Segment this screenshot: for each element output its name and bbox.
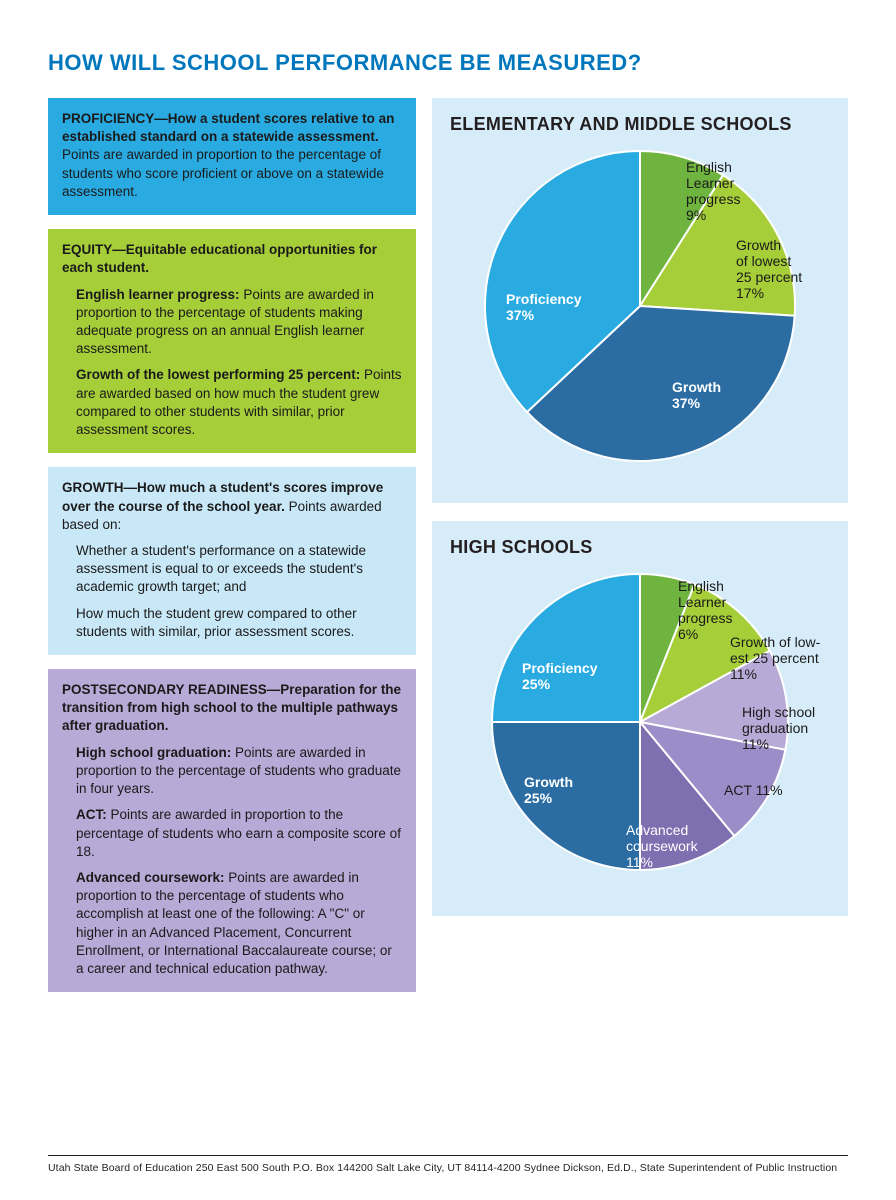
chart-title-hs: HIGH SCHOOLS bbox=[450, 537, 830, 558]
readiness-sub-2: Advanced coursework: Points are awarded … bbox=[76, 869, 402, 978]
box-equity: EQUITY—Equitable educational opportuniti… bbox=[48, 229, 416, 453]
equity-sub-1-title: Growth of the lowest performing 25 perce… bbox=[76, 367, 360, 382]
slice-label: Growth25% bbox=[524, 774, 614, 806]
slice-label: EnglishLearnerprogress6% bbox=[678, 578, 758, 642]
slice-label: EnglishLearnerprogress9% bbox=[686, 159, 766, 223]
readiness-sub-0: High school graduation: Points are award… bbox=[76, 744, 402, 799]
slice-label: Advancedcoursework11% bbox=[626, 822, 736, 870]
page-title: HOW WILL SCHOOL PERFORMANCE BE MEASURED? bbox=[48, 50, 848, 76]
growth-sub-0-text: Whether a student's performance on a sta… bbox=[76, 543, 366, 594]
left-column: PROFICIENCY—How a student scores relativ… bbox=[48, 98, 416, 992]
box-readiness: POSTSECONDARY READINESS—Preparation for … bbox=[48, 669, 416, 992]
readiness-sub-2-text: Points are awarded in proportion to the … bbox=[76, 870, 392, 976]
box-growth: GROWTH—How much a student's scores impro… bbox=[48, 467, 416, 655]
equity-sub-0-title: English learner progress: bbox=[76, 287, 240, 302]
footer: Utah State Board of Education 250 East 5… bbox=[48, 1155, 848, 1174]
chart-panel-hs: HIGH SCHOOLS EnglishLearnerprogress6%Gro… bbox=[432, 521, 848, 916]
equity-sub-1: Growth of the lowest performing 25 perce… bbox=[76, 366, 402, 439]
pie-wrap-hs: EnglishLearnerprogress6%Growth of low-es… bbox=[450, 564, 830, 894]
readiness-sub-2-title: Advanced coursework: bbox=[76, 870, 225, 885]
box-readiness-name: POSTSECONDARY READINESS bbox=[62, 682, 267, 697]
slice-label: High schoolgraduation11% bbox=[742, 704, 842, 752]
chart-title-elem: ELEMENTARY AND MIDDLE SCHOOLS bbox=[450, 114, 830, 135]
slice-label: Growthof lowest25 percent17% bbox=[736, 237, 826, 301]
readiness-sub-0-title: High school graduation: bbox=[76, 745, 231, 760]
slice-label: Proficiency25% bbox=[522, 660, 632, 692]
box-proficiency-name: PROFICIENCY bbox=[62, 111, 154, 126]
box-proficiency: PROFICIENCY—How a student scores relativ… bbox=[48, 98, 416, 215]
growth-sub-1: How much the student grew compared to ot… bbox=[76, 605, 402, 641]
chart-panel-elem: ELEMENTARY AND MIDDLE SCHOOLS EnglishLea… bbox=[432, 98, 848, 503]
readiness-sub-1-text: Points are awarded in proportion to the … bbox=[76, 807, 401, 858]
slice-label: ACT 11% bbox=[724, 782, 814, 798]
box-growth-name: GROWTH bbox=[62, 480, 124, 495]
equity-sub-0: English learner progress: Points are awa… bbox=[76, 286, 402, 359]
pie-wrap-elem: EnglishLearnerprogress9% Growthof lowest2… bbox=[450, 141, 830, 481]
slice-label: Growth37% bbox=[672, 379, 762, 411]
growth-sub-1-text: How much the student grew compared to ot… bbox=[76, 606, 357, 639]
growth-sub-0: Whether a student's performance on a sta… bbox=[76, 542, 402, 597]
box-proficiency-text: Points are awarded in proportion to the … bbox=[62, 147, 384, 198]
slice-label: Growth of low-est 25 percent11% bbox=[730, 634, 840, 682]
readiness-sub-1: ACT: Points are awarded in proportion to… bbox=[76, 806, 402, 861]
main-columns: PROFICIENCY—How a student scores relativ… bbox=[48, 98, 848, 992]
readiness-sub-1-title: ACT: bbox=[76, 807, 107, 822]
slice-label: Proficiency37% bbox=[506, 291, 616, 323]
box-equity-name: EQUITY bbox=[62, 242, 112, 257]
pie-slice bbox=[492, 574, 640, 722]
right-column: ELEMENTARY AND MIDDLE SCHOOLS EnglishLea… bbox=[432, 98, 848, 992]
